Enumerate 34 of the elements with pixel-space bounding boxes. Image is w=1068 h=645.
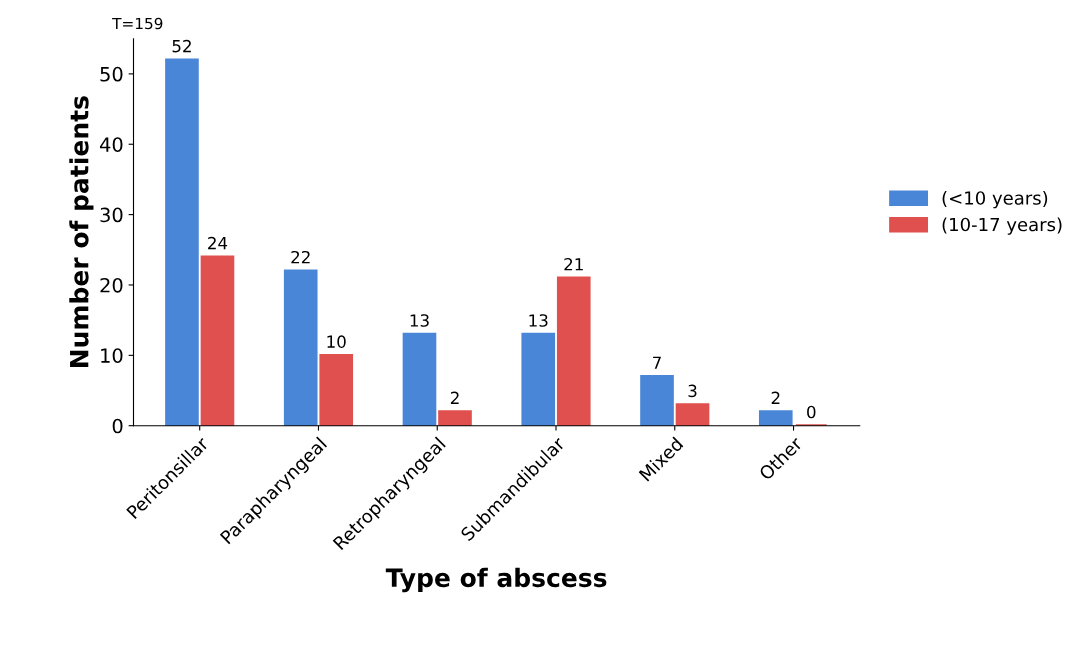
bar [319,353,354,426]
y-tick-label: 50 [100,66,123,82]
bar [402,332,437,426]
y-tick-label: 40 [99,137,123,152]
bar [675,403,710,426]
data-label: 24 [208,236,228,250]
data-label: 2 [771,391,780,404]
data-label: 13 [529,314,548,327]
data-label: 52 [172,39,191,53]
bar [283,269,318,426]
data-label: 3 [688,384,697,398]
y-tick-label: 30 [100,207,123,223]
data-label: 2 [450,391,459,404]
data-label: 7 [653,356,661,369]
data-label: 10 [327,335,346,348]
y-tick-label: 20 [100,277,123,293]
bar [200,255,235,426]
legend-label: (<10 years) [942,190,1048,209]
legend-label: (10-17 years) [942,217,1062,235]
data-label: 21 [564,257,583,271]
y-tick-label: 10 [101,348,123,363]
bar [438,410,472,426]
data-label: 22 [291,250,310,264]
bar [556,276,591,426]
bar [521,332,556,426]
data-label: 0 [807,405,816,419]
bar [758,410,793,426]
y-tick-label: 0 [112,418,123,434]
y-axis-title: Number of patients [69,96,94,368]
x-axis-title: Type of abscess [385,567,607,593]
data-label: 13 [410,314,429,327]
text: T=159 [112,17,163,30]
bar [640,375,674,426]
bar [165,58,199,426]
